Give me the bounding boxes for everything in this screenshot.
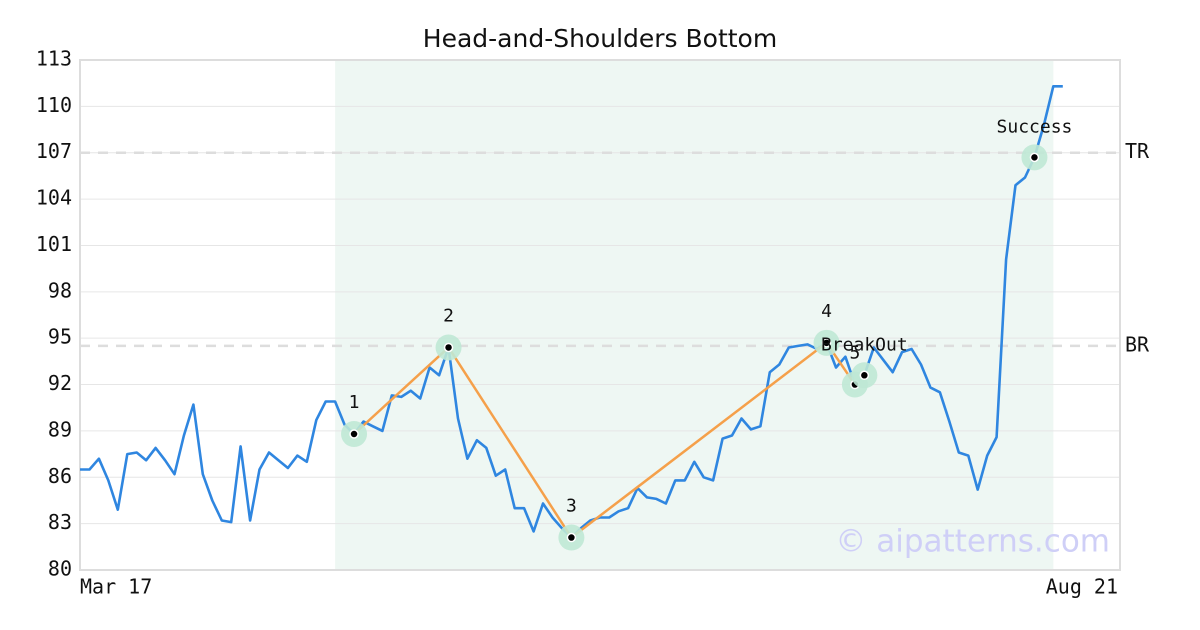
- pattern-point: [821, 338, 832, 348]
- chart-title: Head-and-Shoulders Bottom: [423, 24, 777, 53]
- pattern-label: 5: [849, 343, 860, 364]
- pattern-label: 1: [349, 392, 360, 413]
- pattern-label: 4: [821, 301, 832, 322]
- y-tick-label: 110: [36, 93, 72, 117]
- signal-label: Success: [997, 116, 1073, 137]
- level-label: TR: [1125, 139, 1150, 163]
- y-tick-label: 113: [36, 47, 72, 71]
- pattern-point: [443, 342, 454, 353]
- y-tick-label: 83: [48, 510, 72, 534]
- pattern-label: 3: [566, 496, 577, 517]
- signal-point: [859, 370, 870, 381]
- y-tick-label: 101: [36, 232, 72, 256]
- pattern-point: [566, 532, 577, 543]
- y-tick-label: 98: [48, 278, 72, 302]
- y-tick-label: 80: [48, 557, 72, 581]
- x-tick-label: Mar 17: [80, 575, 152, 599]
- y-tick-label: 107: [36, 139, 72, 163]
- y-tick-label: 92: [48, 371, 72, 395]
- y-tick-label: 104: [36, 186, 72, 210]
- y-tick-label: 89: [48, 417, 72, 441]
- pattern-point: [349, 429, 359, 439]
- y-tick-label: 86: [48, 464, 72, 488]
- signal-label: BreakOut: [821, 334, 908, 355]
- x-tick-label: Aug 21: [1046, 575, 1118, 599]
- watermark: © aipatterns.com: [835, 524, 1110, 560]
- pattern-label: 2: [443, 305, 454, 326]
- signal-point: [1029, 152, 1040, 163]
- highlight-region: [335, 60, 1054, 570]
- level-label: BR: [1125, 332, 1150, 356]
- plot-frame: [79, 59, 1121, 571]
- y-tick-label: 95: [48, 325, 72, 349]
